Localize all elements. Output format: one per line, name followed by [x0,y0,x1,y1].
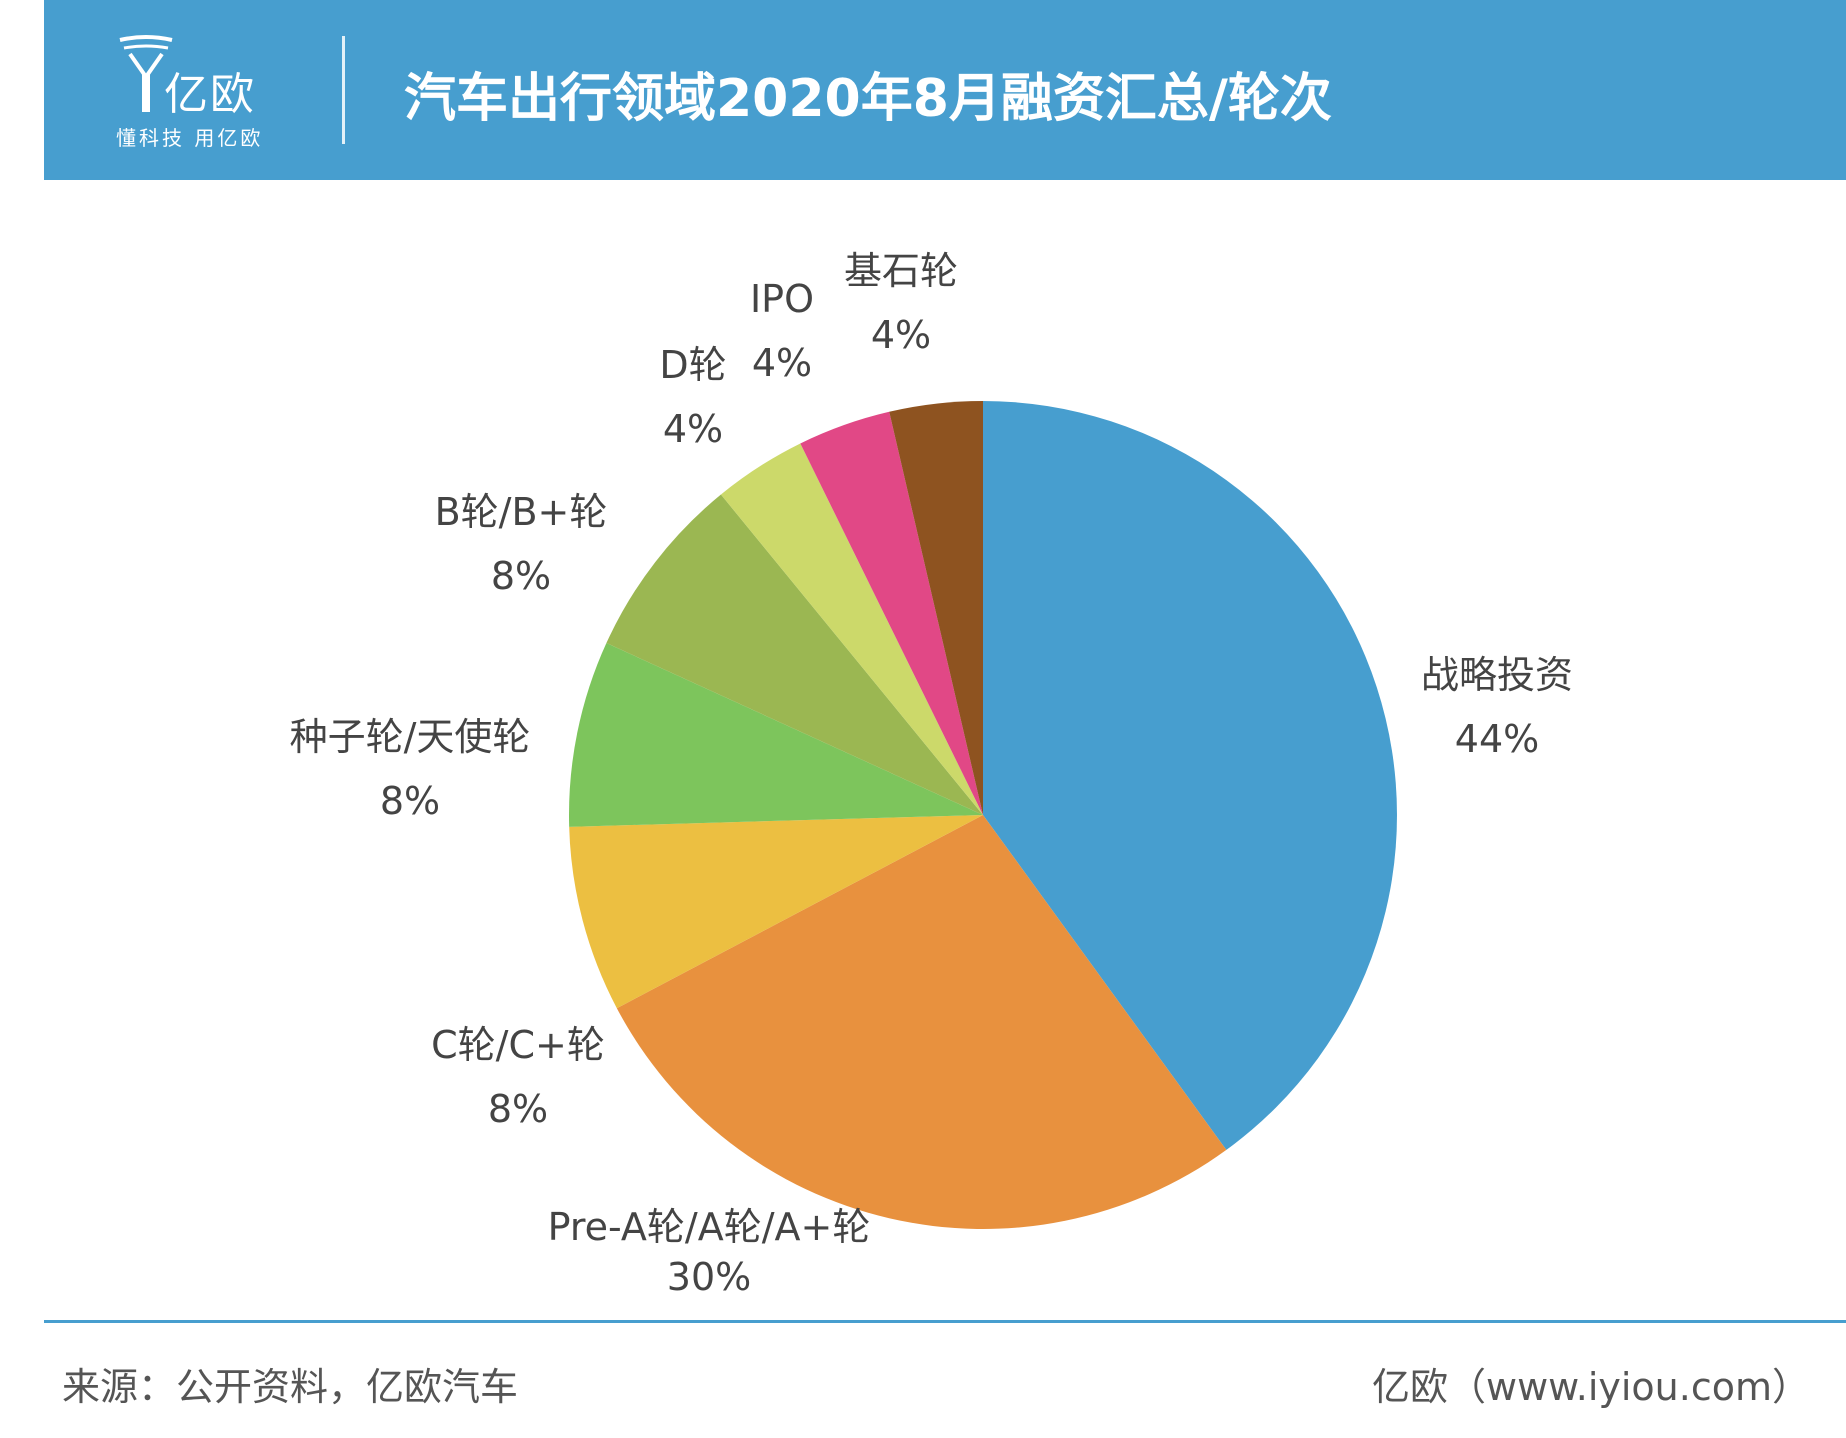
slice-value-label: 4% [752,341,812,385]
pie-slice [616,815,1227,1229]
slice-value-label: 30% [667,1255,751,1299]
pie-slice [720,443,983,815]
pie-slice [569,815,983,1009]
slice-value-label: 8% [491,554,551,598]
slice-label: B轮/B+轮 [435,490,608,534]
slice-label: 种子轮/天使轮 [290,715,531,759]
slice-value-label: 44% [1455,717,1539,761]
slice-value-label: 4% [871,313,931,357]
logo: 亿欧 懂科技 用亿欧 [116,30,276,150]
slice-value-label: 8% [380,779,440,823]
slice-label: 战略投资 [1421,653,1573,697]
pie-slice [800,411,983,815]
slice-label: Pre-A轮/A轮/A+轮 [548,1205,871,1249]
slice-label: C轮/C+轮 [431,1023,605,1067]
source-note: 来源：公开资料，亿欧汽车 [62,1365,519,1409]
header-banner: 亿欧 懂科技 用亿欧 汽车出行领域2020年8月融资汇总/轮次 [44,0,1846,180]
site-credit: 亿欧（www.iyiou.com） [1371,1365,1810,1409]
pie-slice [983,401,1397,1150]
pie-slice [889,401,983,815]
logo-mark-icon [119,35,173,112]
slice-value-label: 4% [663,407,723,451]
logo-slogan: 懂科技 用亿欧 [116,126,264,150]
slice-label: D轮 [659,343,726,387]
pie-chart: 战略投资 44% Pre-A轮/A轮/A+轮 30% C轮/C+轮 8% 种子轮/天使轮 8%… [290,249,1573,1299]
header-divider [342,36,345,144]
pie-slice [569,643,983,827]
pie-slice [606,494,983,815]
logo-brand-text: 亿欧 [164,69,256,120]
page-title: 汽车出行领域2020年8月融资汇总/轮次 [404,69,1332,129]
slice-label: IPO [750,277,814,321]
footer-divider [44,1320,1846,1323]
slice-value-label: 8% [488,1087,548,1131]
slice-label: 基石轮 [844,249,958,293]
